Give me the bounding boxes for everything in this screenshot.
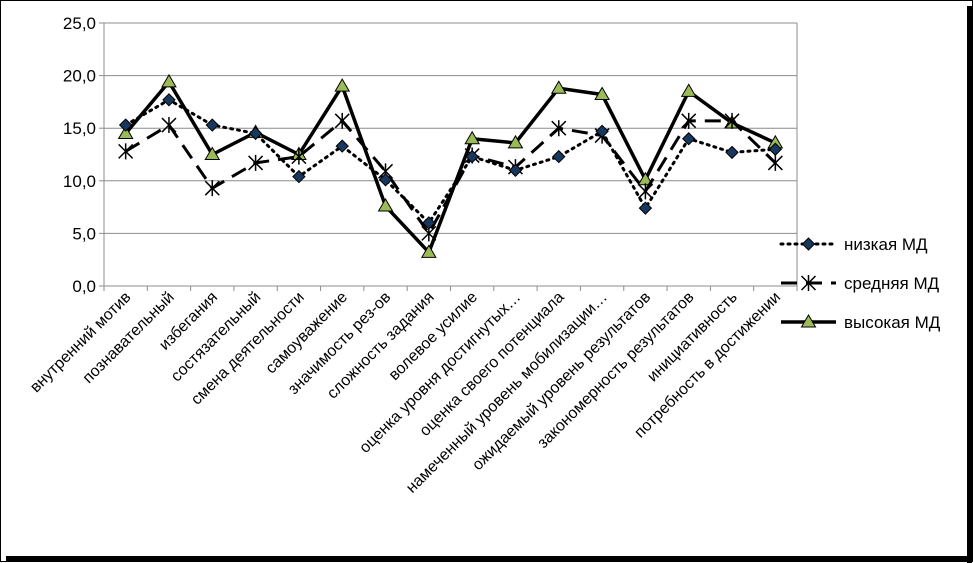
data-point-triangle <box>377 198 394 212</box>
legend-label: низкая МД <box>844 235 928 254</box>
data-point-triangle <box>334 78 351 92</box>
data-point-diamond <box>465 149 479 164</box>
data-point-diamond <box>768 142 783 156</box>
legend-label: высокая МД <box>844 313 941 332</box>
x-axis: внутренний мотивпознавательныйизбеганияс… <box>27 286 798 497</box>
data-point-triangle <box>800 314 817 328</box>
x-tick-label: закономерность результатов <box>534 289 697 452</box>
y-tick-label: 10,0 <box>63 172 96 191</box>
series-line <box>124 98 777 225</box>
y-tick-label: 25,0 <box>63 14 96 33</box>
data-point-star <box>118 143 134 160</box>
data-point-star <box>291 148 307 165</box>
series-3 <box>117 73 784 258</box>
legend: низкая МД средняя МД высокая МД <box>779 235 941 332</box>
data-point-diamond <box>422 216 436 230</box>
data-point-triangle <box>507 134 524 149</box>
x-tick-label: намеченный уровень мобилизации… <box>403 289 611 497</box>
series-line <box>124 119 777 235</box>
data-point-star <box>161 117 177 134</box>
data-point-star <box>637 183 653 200</box>
y-tick-label: 0,0 <box>72 277 96 296</box>
y-tick-label: 5,0 <box>72 224 96 243</box>
data-point-star <box>204 180 220 197</box>
data-point-diamond <box>335 139 349 153</box>
frame-shadow-bottom <box>6 556 973 561</box>
series-line <box>124 80 777 255</box>
data-point-star <box>248 154 264 171</box>
y-tick-label: 20,0 <box>63 67 96 86</box>
data-point-star <box>767 154 783 171</box>
frame-shadow-right <box>967 6 972 563</box>
data-point-triangle <box>680 83 697 97</box>
data-point-triangle <box>161 73 177 88</box>
legend-item: высокая МД <box>781 313 941 332</box>
y-axis: 0,0 5,0 10,0 15,0 20,0 25,0 <box>63 14 104 296</box>
gridlines <box>104 22 797 234</box>
data-point-diamond <box>508 163 523 177</box>
data-point-diamond <box>205 118 219 132</box>
data-point-diamond <box>682 132 696 146</box>
data-point-diamond <box>595 124 609 139</box>
data-point-triangle <box>464 130 481 145</box>
data-point-triangle <box>204 146 221 160</box>
data-point-triangle <box>594 86 610 101</box>
legend-label: средняя МД <box>844 274 940 293</box>
data-point-triangle <box>117 125 134 139</box>
data-point-star <box>681 112 697 129</box>
data-point-diamond <box>725 145 739 160</box>
data-point-diamond <box>162 93 176 107</box>
data-point-star <box>800 275 817 291</box>
data-point-diamond <box>118 118 133 132</box>
data-point-diamond <box>552 149 566 164</box>
data-point-diamond <box>638 201 653 215</box>
data-point-diamond <box>378 173 393 187</box>
data-point-diamond <box>248 126 263 141</box>
data-point-diamond <box>801 237 816 251</box>
data-point-star <box>551 120 567 137</box>
data-point-triangle <box>550 80 567 94</box>
y-tick-label: 15,0 <box>63 119 96 138</box>
data-point-star <box>724 112 740 129</box>
series-1 <box>118 93 783 230</box>
data-point-diamond <box>292 169 306 184</box>
series-2 <box>118 112 783 242</box>
data-point-star <box>334 112 350 129</box>
legend-item: средняя МД <box>781 274 940 293</box>
data-point-triangle <box>420 244 437 258</box>
legend-item: низкая МД <box>779 235 928 254</box>
